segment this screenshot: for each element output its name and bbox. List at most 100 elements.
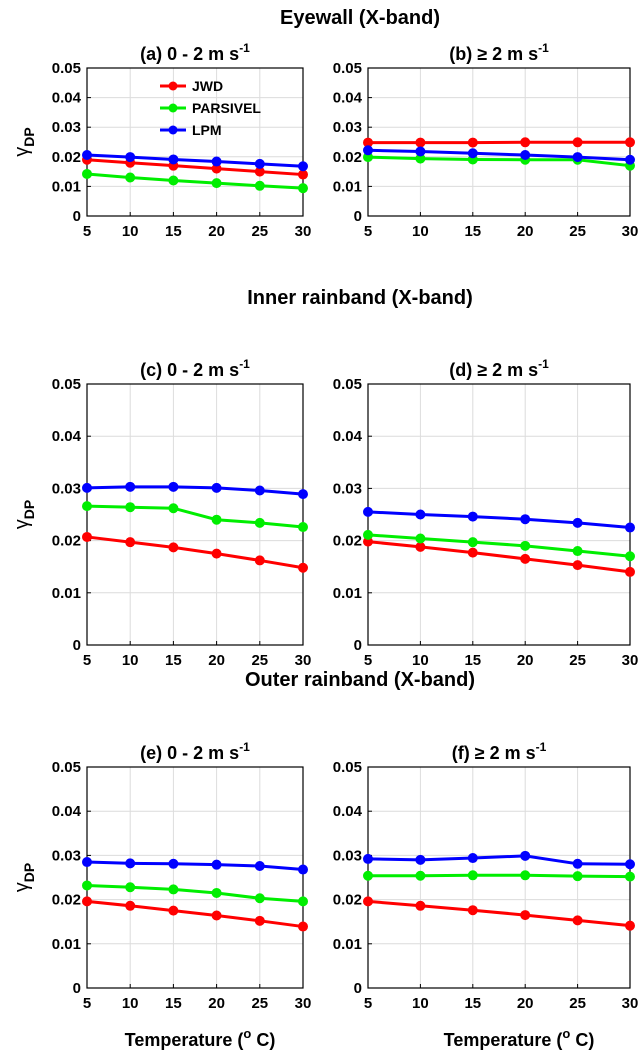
panel-title-sup: -1 xyxy=(239,357,250,371)
series-jwd xyxy=(82,896,308,932)
data-point xyxy=(572,915,583,926)
y-tick-label: 0 xyxy=(73,208,81,225)
series-jwd xyxy=(82,531,308,573)
y-axis-label-main: γ xyxy=(11,882,33,892)
y-axis-label-sub: DP xyxy=(21,127,37,146)
data-point xyxy=(298,562,308,573)
y-tick-label: 0.05 xyxy=(52,60,81,77)
y-axis-label: γDP xyxy=(11,863,37,892)
data-point xyxy=(363,145,373,156)
panel-title: (b) ≥ 2 m s-1 xyxy=(449,41,549,64)
series-line-lpm xyxy=(86,485,304,496)
data-point xyxy=(363,529,373,540)
panel-title-sup: -1 xyxy=(538,41,549,55)
y-tick-label: 0.05 xyxy=(52,376,81,393)
x-tick-label: 5 xyxy=(364,223,372,240)
data-point xyxy=(298,489,308,500)
series-line-lpm xyxy=(86,153,304,168)
data-point xyxy=(625,522,635,533)
data-point xyxy=(572,858,583,869)
data-point xyxy=(520,553,531,564)
panel-b: 5 10 15 20 25 30 0 0.01 0.02 0.03 0.04 0.05 (b) ≥ 2 … xyxy=(333,41,639,240)
panel-title-sup: -1 xyxy=(538,357,549,371)
data-point xyxy=(298,183,308,194)
panel-title-sup: -1 xyxy=(239,41,250,55)
legend-marker-jwd xyxy=(168,81,178,91)
y-tick-label: 0.05 xyxy=(333,60,362,77)
legend-label-jwd: JWD xyxy=(192,78,223,94)
panel-title: (f) ≥ 2 m s-1 xyxy=(452,740,547,763)
data-point xyxy=(572,517,583,528)
panel-a: 5 10 15 20 25 30 0 0.01 0.02 0.03 0.04 0.05 (a) 0 - … xyxy=(11,41,311,240)
data-point xyxy=(520,514,531,525)
data-point xyxy=(125,900,136,911)
x-tick-label: 10 xyxy=(122,995,139,1012)
data-point xyxy=(125,858,136,869)
x-tick-label: 10 xyxy=(412,652,429,669)
data-point xyxy=(625,920,635,931)
data-point xyxy=(254,915,265,926)
series-line-parsivel xyxy=(86,883,304,903)
legend: JWD PARSIVEL LPM xyxy=(160,78,261,138)
x-tick-label: 30 xyxy=(295,995,312,1012)
x-axis-label-left: Temperature (o C) xyxy=(125,1026,276,1050)
y-tick-label: 0.02 xyxy=(333,533,362,550)
data-point xyxy=(298,921,308,932)
data-point xyxy=(125,481,136,492)
data-point xyxy=(415,854,426,865)
data-point xyxy=(298,522,308,533)
series-jwd xyxy=(363,536,635,577)
data-point xyxy=(125,152,136,163)
series-line-lpm xyxy=(367,854,631,866)
x-tick-label: 20 xyxy=(517,223,534,240)
panel-title-text: (f) ≥ 2 m s xyxy=(452,743,536,763)
data-point xyxy=(254,555,265,566)
y-tick-label: 0.04 xyxy=(52,90,82,107)
y-tick-label: 0.03 xyxy=(52,847,81,864)
y-tick-label: 0.01 xyxy=(333,936,362,953)
series-line-parsivel xyxy=(368,873,631,879)
data-point xyxy=(625,871,635,882)
data-point xyxy=(415,900,426,911)
y-axis-label-sub: DP xyxy=(21,500,37,519)
svg-text:Temperature (o C): Temperature (o C) xyxy=(444,1026,595,1050)
series-line-jwd xyxy=(86,158,304,177)
y-tick-label: 0 xyxy=(73,980,81,997)
series-lpm xyxy=(82,150,308,172)
y-tick-label: 0.03 xyxy=(333,847,362,864)
x-axis-label-end: C) xyxy=(251,1030,275,1050)
data-point xyxy=(298,169,308,180)
data-point xyxy=(415,541,426,552)
svg-text:Temperature (o C): Temperature (o C) xyxy=(125,1026,276,1050)
x-tick-label: 20 xyxy=(517,995,534,1012)
legend-label-parsivel: PARSIVEL xyxy=(192,100,261,116)
data-point xyxy=(572,137,583,148)
y-tick-label: 0.03 xyxy=(52,119,81,136)
data-point xyxy=(572,152,583,163)
data-point xyxy=(298,864,308,875)
x-tick-label: 15 xyxy=(165,223,182,240)
row-title-eyewall: Eyewall (X-band) xyxy=(280,7,440,29)
y-axis-label-main: γ xyxy=(11,147,33,157)
y-axis-label-sub: DP xyxy=(21,863,37,882)
data-point xyxy=(520,137,531,148)
y-tick-label: 0.01 xyxy=(52,178,81,195)
x-tick-label: 10 xyxy=(122,652,139,669)
y-tick-label: 0.02 xyxy=(52,533,81,550)
data-point xyxy=(415,137,426,148)
y-tick-label: 0 xyxy=(354,980,362,997)
series-lpm xyxy=(82,481,308,500)
data-point xyxy=(520,540,531,551)
y-tick-label: 0.02 xyxy=(333,892,362,909)
y-tick-label: 0.01 xyxy=(333,585,362,602)
series-line-jwd xyxy=(86,535,304,570)
series-line-parsivel xyxy=(367,155,631,168)
series-lpm xyxy=(82,857,308,875)
data-point xyxy=(467,870,478,881)
series-line-lpm xyxy=(367,510,631,530)
x-axis-label-text: Temperature ( xyxy=(125,1030,244,1050)
panel-d: 5 10 15 20 25 30 0 0.01 0.02 0.03 0.04 0.05 (d) ≥ 2 … xyxy=(333,357,639,669)
x-tick-label: 15 xyxy=(464,223,481,240)
series-line-parsivel xyxy=(86,172,304,190)
panel-title-text: (a) 0 - 2 m s xyxy=(140,44,239,64)
